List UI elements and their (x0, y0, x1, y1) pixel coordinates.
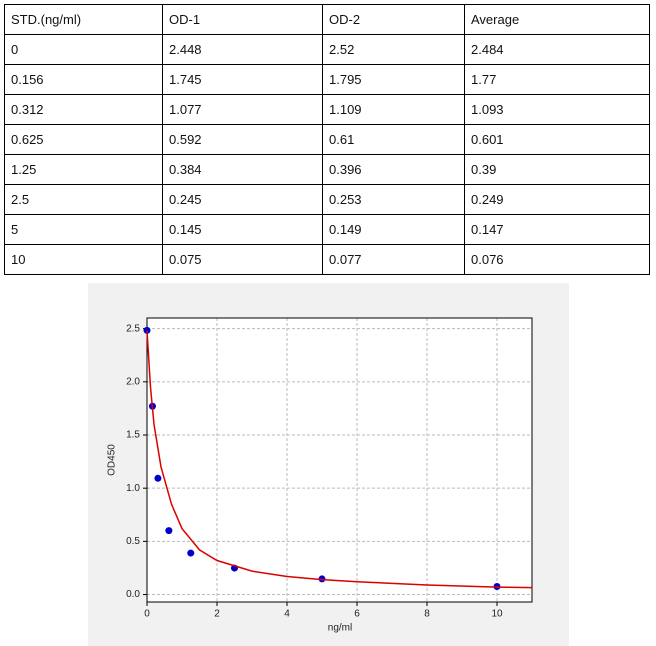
table-row: 0 2.448 2.52 2.484 (4, 34, 650, 65)
table-cell: 2.484 (464, 34, 650, 65)
y-tick-label: 2.5 (126, 323, 140, 334)
table-row: 0.625 0.592 0.61 0.601 (4, 124, 650, 155)
y-tick-label: 0.5 (126, 536, 140, 547)
table-row: 5 0.145 0.149 0.147 (4, 214, 650, 245)
table-cell: 0.075 (162, 244, 323, 275)
x-tick-label: 10 (491, 609, 503, 620)
table-row: 0.156 1.745 1.795 1.77 (4, 64, 650, 95)
data-point (154, 474, 162, 482)
table-cell: 0.253 (322, 184, 465, 215)
y-tick-label: 1.0 (126, 483, 140, 494)
x-axis-label: ng/ml (328, 623, 352, 634)
table-cell: 0.61 (322, 124, 465, 155)
y-axis-label: OD450 (107, 444, 118, 476)
table-cell: 2.52 (322, 34, 465, 65)
table-cell: OD-1 (162, 4, 323, 35)
x-tick-label: 8 (424, 609, 430, 620)
data-point (187, 549, 195, 557)
header-row: STD.(ng/ml) OD-1 OD-2 Average (4, 4, 650, 35)
table-cell: 0.312 (4, 94, 163, 125)
data-point (165, 527, 173, 535)
table-cell: 1.093 (464, 94, 650, 125)
y-tick-label: 1.5 (126, 430, 140, 441)
plot-frame (146, 317, 533, 603)
table-cell: 0.077 (322, 244, 465, 275)
y-tick-label: 2.0 (126, 376, 140, 387)
table-cell: 5 (4, 214, 163, 245)
x-tick-label: 6 (354, 609, 360, 620)
table-cell: 0.39 (464, 154, 650, 185)
table-row: 10 0.075 0.077 0.076 (4, 244, 650, 275)
table-cell: 0.145 (162, 214, 323, 245)
y-tick-label: 0.0 (126, 589, 140, 600)
plot-area (147, 318, 532, 602)
table-cell: 0.592 (162, 124, 323, 155)
data-point (143, 326, 151, 334)
x-tick-label: 4 (284, 609, 290, 620)
x-tick-label: 2 (214, 609, 220, 620)
x-tick-label: 0 (144, 609, 150, 620)
data-table: STD.(ng/ml) OD-1 OD-2 Average 0 2.448 2.52 2.48… (4, 4, 650, 275)
table-cell: 0.384 (162, 154, 323, 185)
table-cell: 1.077 (162, 94, 323, 125)
table-cell: STD.(ng/ml) (4, 4, 163, 35)
table-cell: 0.076 (464, 244, 650, 275)
fit-curve (146, 330, 533, 589)
table-cell: Average (464, 4, 650, 35)
